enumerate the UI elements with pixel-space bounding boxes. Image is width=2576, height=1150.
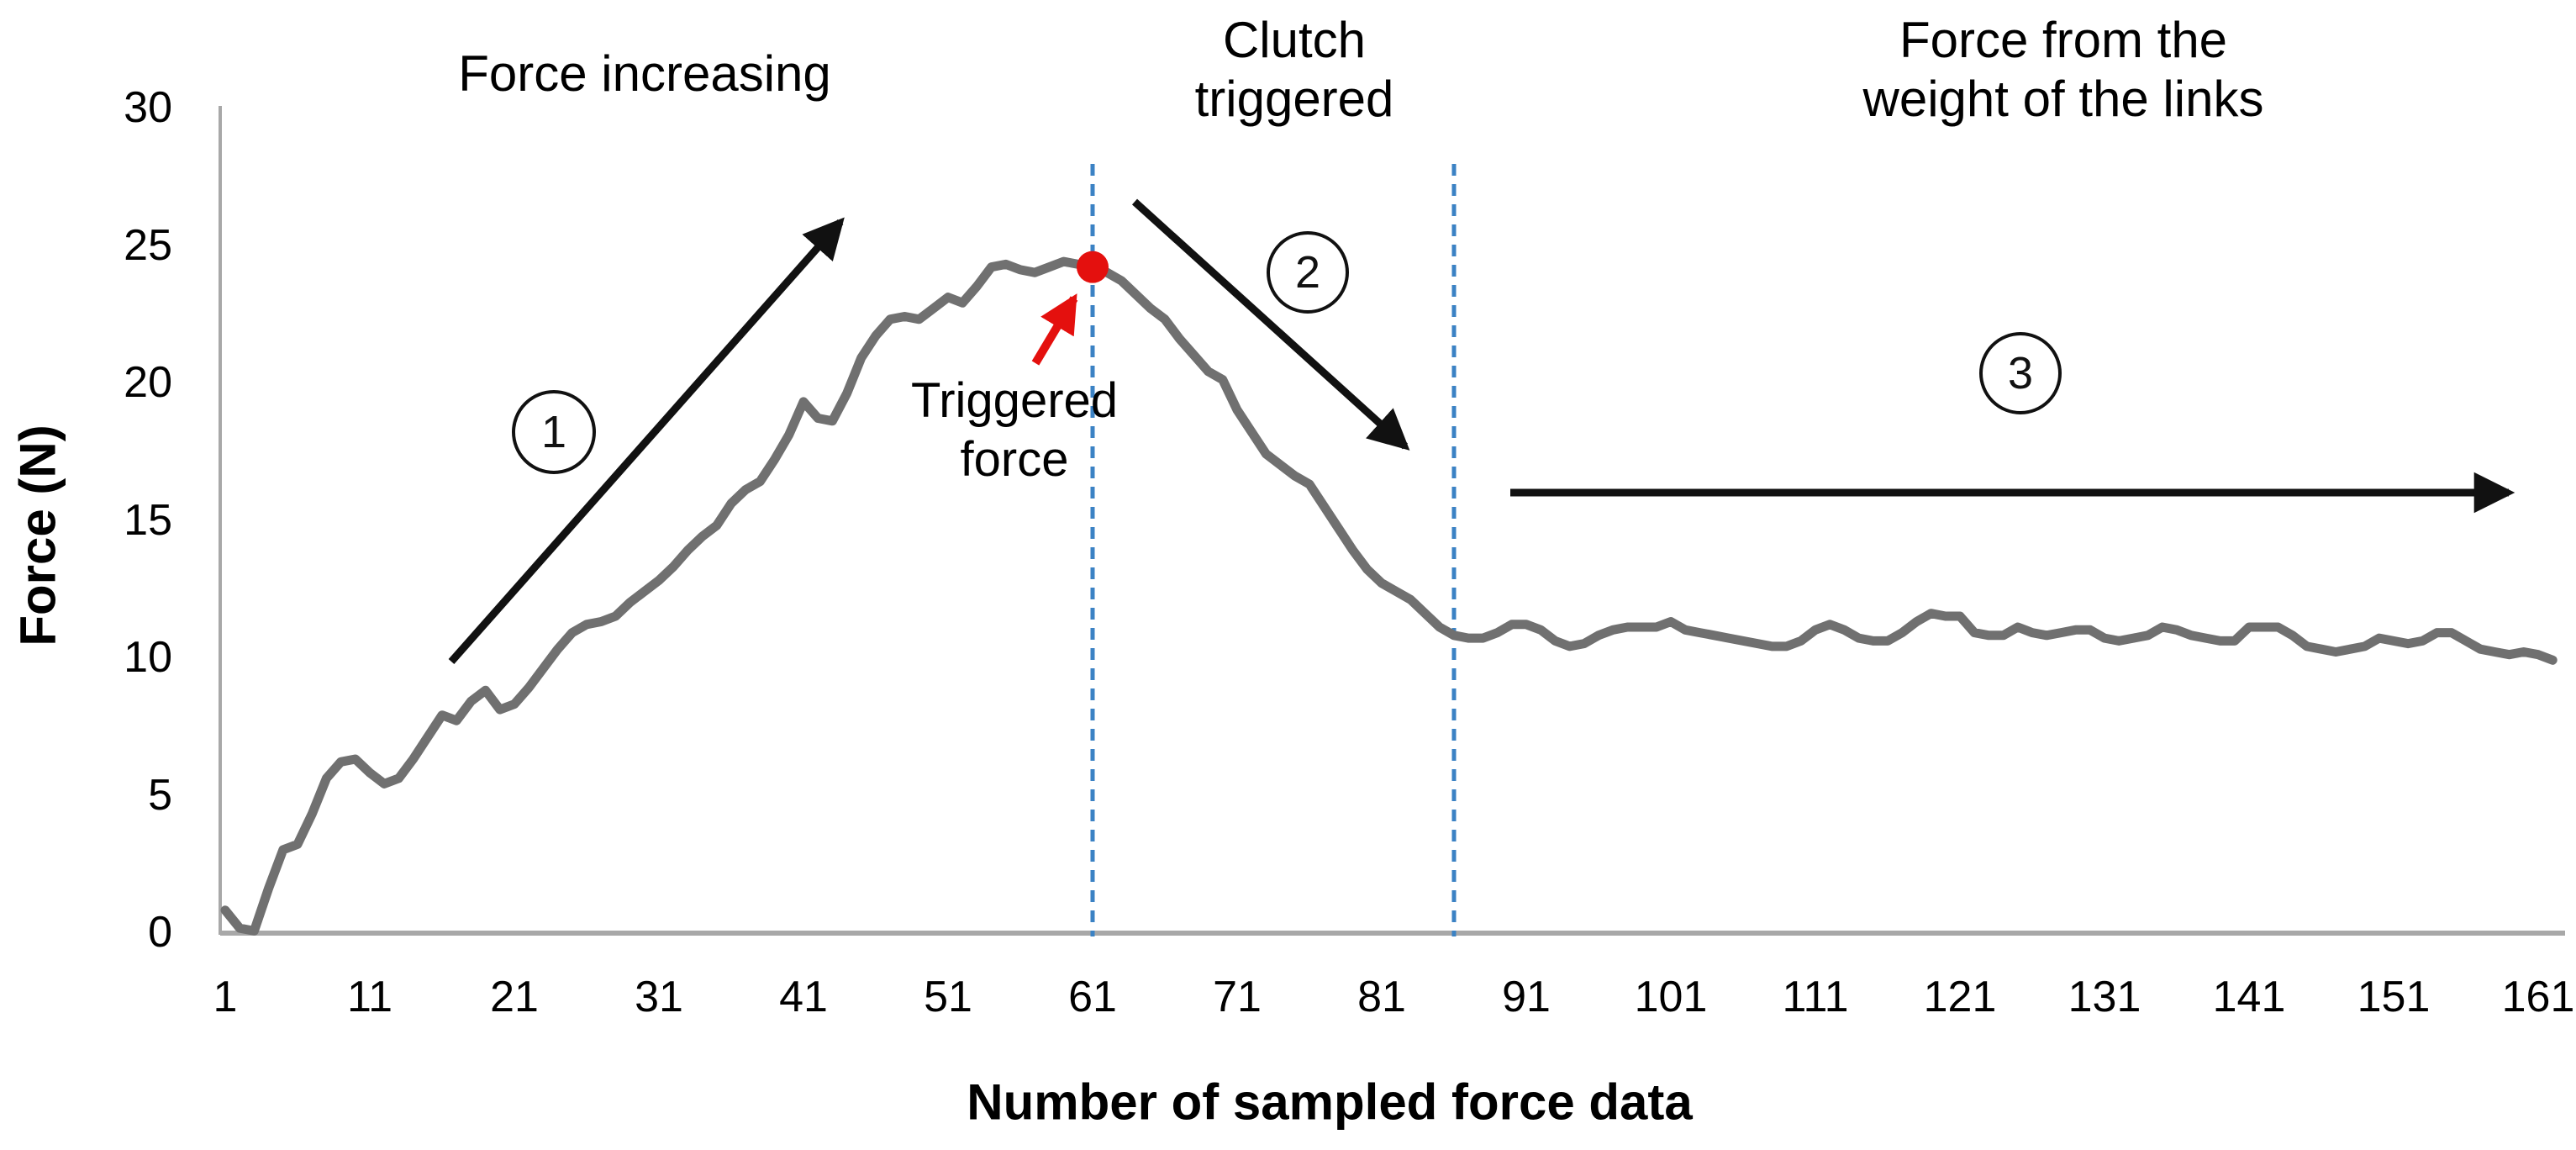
stage3-title-line2: weight of the links (1862, 71, 2264, 127)
stage2-title: Clutch triggered (1042, 11, 1546, 129)
x-tick-label: 91 (1502, 973, 1551, 1021)
y-tick-label: 30 (124, 83, 172, 132)
x-tick-label: 31 (635, 973, 683, 1021)
triggered-force-arrow (1031, 293, 1078, 366)
stage3-number: 3 (2007, 348, 2034, 398)
y-tick-label: 10 (124, 633, 172, 682)
stage1-number: 1 (540, 407, 567, 457)
x-tick-label: 121 (1923, 973, 1997, 1021)
x-tick-label: 51 (924, 973, 972, 1021)
stage3-title-line1: Force from the (1899, 12, 2228, 68)
x-tick-label: 101 (1634, 973, 1708, 1021)
force-curve (220, 256, 2558, 936)
y-axis-title: Force (N) (9, 425, 66, 646)
stage3-title: Force from the weight of the links (1685, 11, 2442, 129)
stage3-number-badge: 3 (1979, 332, 2062, 414)
x-tick-label: 41 (779, 973, 828, 1021)
y-tick-label: 20 (124, 358, 172, 407)
x-tick-label: 161 (2501, 973, 2575, 1021)
y-tick-label: 5 (148, 770, 172, 820)
triggered-force-label-line2: force (960, 432, 1069, 487)
x-tick-label: 141 (2212, 973, 2286, 1021)
x-tick-label: 1 (213, 973, 238, 1021)
triggered-force-label: Triggered force (804, 372, 1225, 489)
x-tick-label: 71 (1213, 973, 1262, 1021)
stage2-title-line2: triggered (1194, 71, 1394, 127)
x-axis-title: Number of sampled force data (967, 1074, 1693, 1131)
chart-dynamic-layer (220, 164, 2558, 936)
stage2-arrow (1131, 198, 1410, 451)
stage2-title-line1: Clutch (1222, 12, 1367, 68)
x-tick-label: 21 (490, 973, 539, 1021)
stage1-title-text: Force increasing (458, 45, 831, 102)
stage1-arrow (448, 217, 845, 664)
stage2-number: 2 (1294, 247, 1321, 298)
y-tick-label: 25 (124, 220, 172, 270)
x-tick-label: 81 (1357, 973, 1406, 1021)
x-tick-label: 11 (347, 973, 392, 1021)
triggered-force-point (1077, 251, 1109, 283)
y-tick-label: 0 (148, 908, 172, 957)
stage1-title: Force increasing (350, 47, 939, 101)
x-tick-label: 151 (2357, 973, 2431, 1021)
x-tick-label: 131 (2068, 973, 2141, 1021)
x-tick-label: 61 (1068, 973, 1117, 1021)
x-tick-label: 111 (1782, 973, 1849, 1021)
stage2-number-badge: 2 (1267, 231, 1349, 314)
y-tick-label: 15 (124, 495, 172, 545)
triggered-force-label-line1: Triggered (910, 373, 1119, 428)
stage1-number-badge: 1 (512, 390, 596, 474)
